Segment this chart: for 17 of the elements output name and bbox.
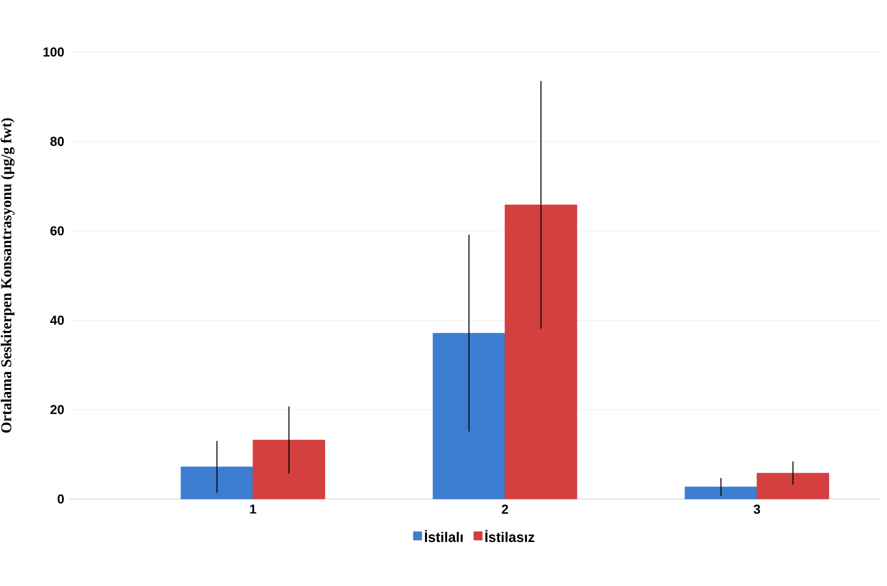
legend-label: İstilasız: [485, 530, 534, 542]
bar: [504, 204, 578, 500]
y-axis-title: Ortalama Seskiterpen Konsantrasyonu (µg/g fwt): [0, 118, 14, 433]
y-tick-label: 40: [50, 316, 64, 325]
bar: [684, 486, 758, 500]
x-tick-label: 3: [754, 504, 760, 514]
bar: [180, 466, 254, 500]
y-tick-label: 80: [50, 136, 64, 146]
x-tick-label: 1: [250, 504, 256, 514]
y-tick-label: 0: [58, 494, 64, 504]
bar: [756, 472, 830, 500]
x-tick-label: 2: [502, 504, 508, 514]
legend-label: İstilalı: [425, 530, 463, 542]
y-tick-label: 60: [50, 226, 64, 236]
y-tick-label: 20: [50, 405, 64, 414]
bar: [252, 440, 326, 500]
y-tick-label: 100: [44, 47, 64, 57]
